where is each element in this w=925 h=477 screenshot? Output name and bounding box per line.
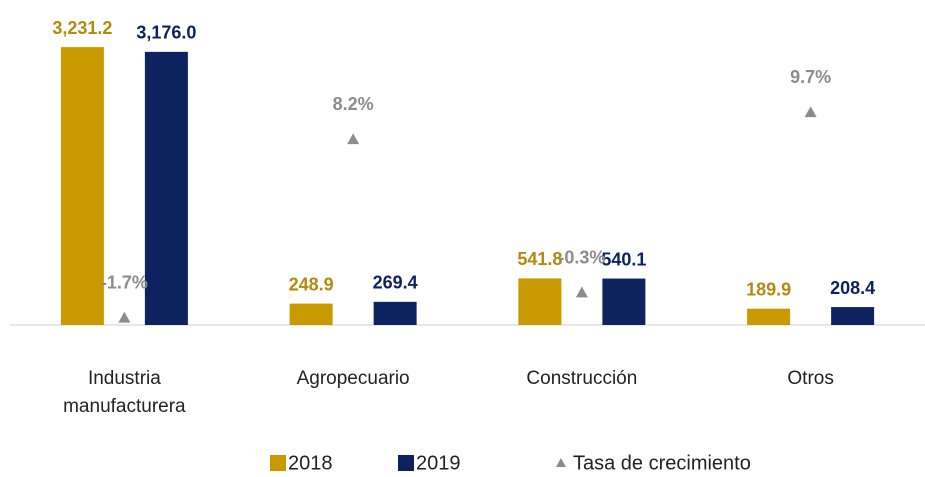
bar (518, 278, 562, 325)
growth-marker (347, 133, 360, 145)
growth-label: -0.3% (558, 247, 605, 267)
x-tick-label: Construcción (526, 368, 638, 389)
legend-swatch (270, 455, 286, 471)
growth-label: 8.2% (333, 94, 374, 114)
bar (144, 51, 188, 325)
bar-value-label: 269.4 (373, 273, 418, 293)
bar-value-label: 3,176.0 (136, 23, 196, 43)
growth-marker (118, 311, 131, 323)
x-tick-label: Agropecuario (296, 368, 410, 389)
bar (747, 308, 791, 325)
bar (373, 301, 417, 325)
bar-value-label: 208.4 (830, 278, 875, 298)
legend-label: 2018 (288, 452, 333, 474)
x-tick-label: Industria manufacturera (63, 368, 186, 417)
x-tick-label: Otros (787, 368, 834, 389)
growth-marker (804, 106, 817, 118)
bar-value-label: 540.1 (601, 249, 646, 269)
bar (831, 307, 875, 325)
bar-value-label: 3,231.2 (52, 18, 112, 38)
legend-label: 2019 (416, 452, 461, 474)
growth-marker (575, 286, 588, 298)
bar (602, 278, 646, 325)
growth-label: 9.7% (790, 67, 831, 87)
bar-value-label: 248.9 (289, 274, 334, 294)
bar-value-label: 189.9 (746, 279, 791, 299)
growth-label: -1.7% (101, 273, 148, 293)
legend-label: Tasa de crecimiento (573, 452, 751, 474)
legend-swatch (398, 455, 414, 471)
legend-marker (556, 458, 566, 467)
bar-value-label: 541.8 (517, 249, 562, 269)
bar (289, 303, 333, 325)
bar (60, 47, 104, 326)
